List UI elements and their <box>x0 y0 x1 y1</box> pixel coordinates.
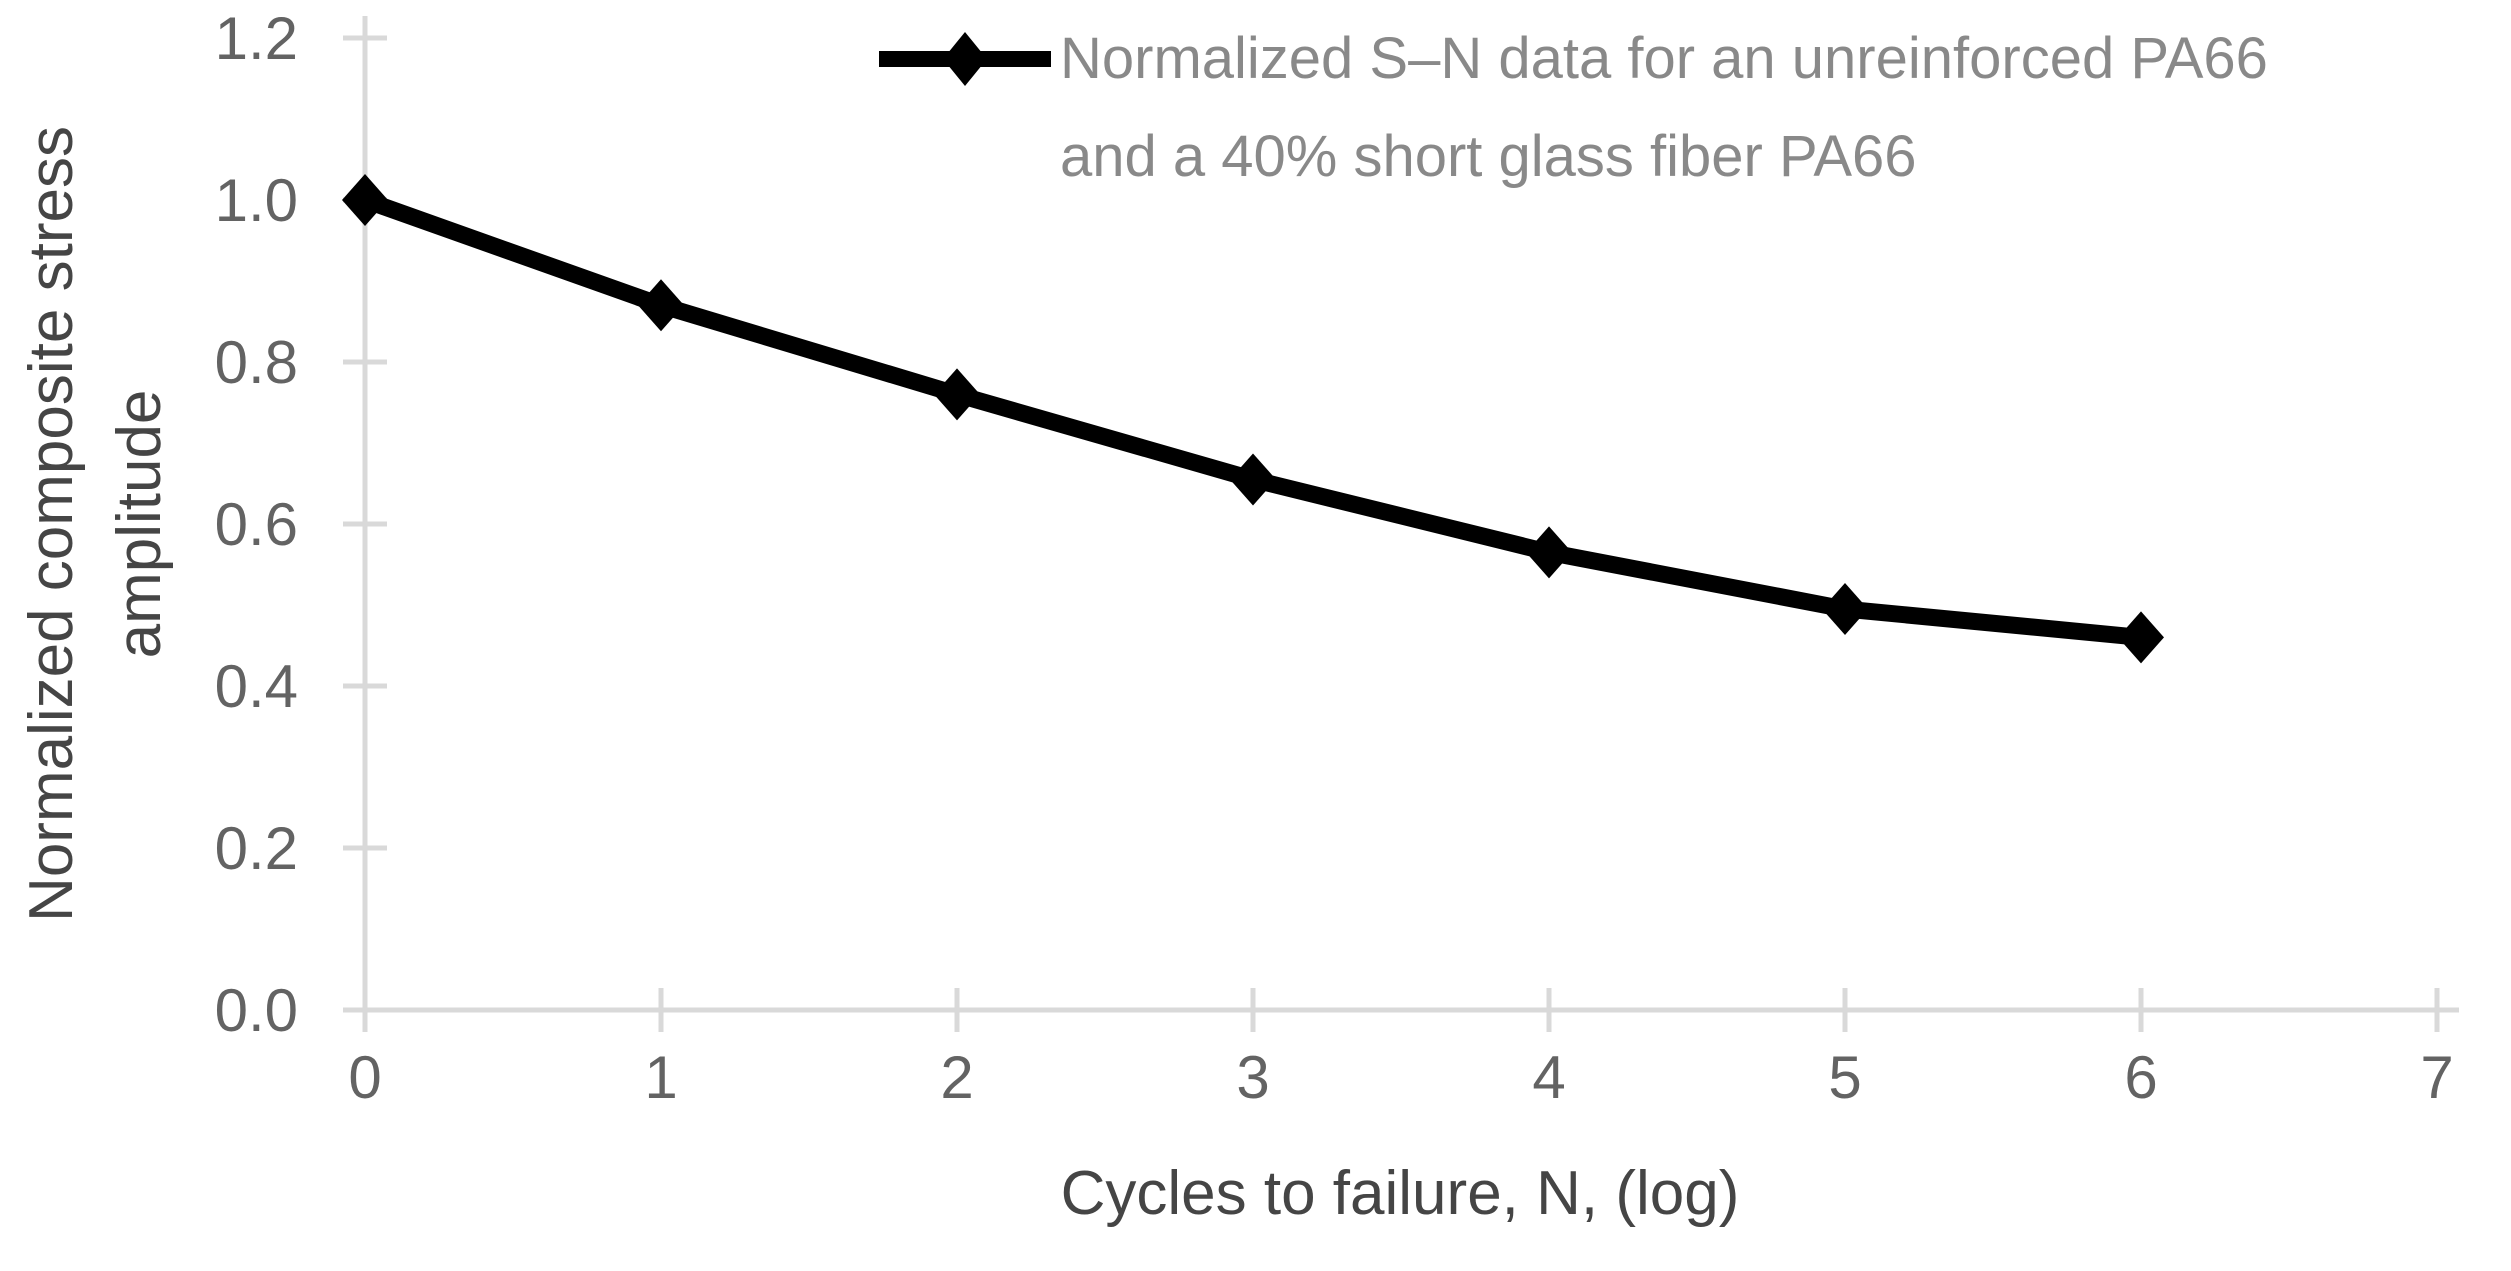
data-point-marker <box>1526 526 1572 579</box>
y-tick-label: 0.8 <box>215 329 298 396</box>
series-line <box>362 191 2142 646</box>
legend-label-line2: and a 40% short glass fiber PA66 <box>1060 124 1917 189</box>
y-axis-title: Normalized composite stress amplitude <box>8 126 184 922</box>
chart-legend: Normalized S–N data for an unreinforced … <box>876 10 2268 206</box>
x-tick-label: 6 <box>2124 1044 2157 1111</box>
y-tick-label: 1.2 <box>215 5 298 72</box>
y-axis-title-line2: amplitude <box>105 389 174 659</box>
data-point-marker <box>638 279 684 332</box>
x-tick-label: 5 <box>1828 1044 1861 1111</box>
x-tick-label: 2 <box>940 1044 973 1111</box>
y-tick-label: 1.0 <box>215 167 298 234</box>
x-tick-label: 4 <box>1532 1044 1565 1111</box>
data-point-marker <box>934 368 980 421</box>
x-tick-label: 3 <box>1236 1044 1269 1111</box>
x-axis-title: Cycles to failure, N, (log) <box>1060 1159 1740 1228</box>
x-tick-label: 0 <box>348 1044 381 1111</box>
legend-label-line1: Normalized S–N data for an unreinforced … <box>1060 26 2268 91</box>
y-tick-label: 0.2 <box>215 815 298 882</box>
data-point-marker <box>2118 611 2164 664</box>
data-point-marker <box>1230 453 1276 506</box>
y-tick-label: 0.6 <box>215 491 298 558</box>
legend-label: Normalized S–N data for an unreinforced … <box>876 10 2268 206</box>
y-tick-label: 0.4 <box>215 653 298 720</box>
x-tick-label: 7 <box>2420 1044 2453 1111</box>
data-point-marker <box>1822 583 1868 636</box>
y-tick-label: 0.0 <box>215 977 298 1044</box>
legend-series-marker-icon <box>879 32 1051 86</box>
y-axis-title-line1: Normalized composite stress <box>17 126 86 922</box>
x-tick-label: 1 <box>644 1044 677 1111</box>
data-point-marker <box>342 174 388 226</box>
